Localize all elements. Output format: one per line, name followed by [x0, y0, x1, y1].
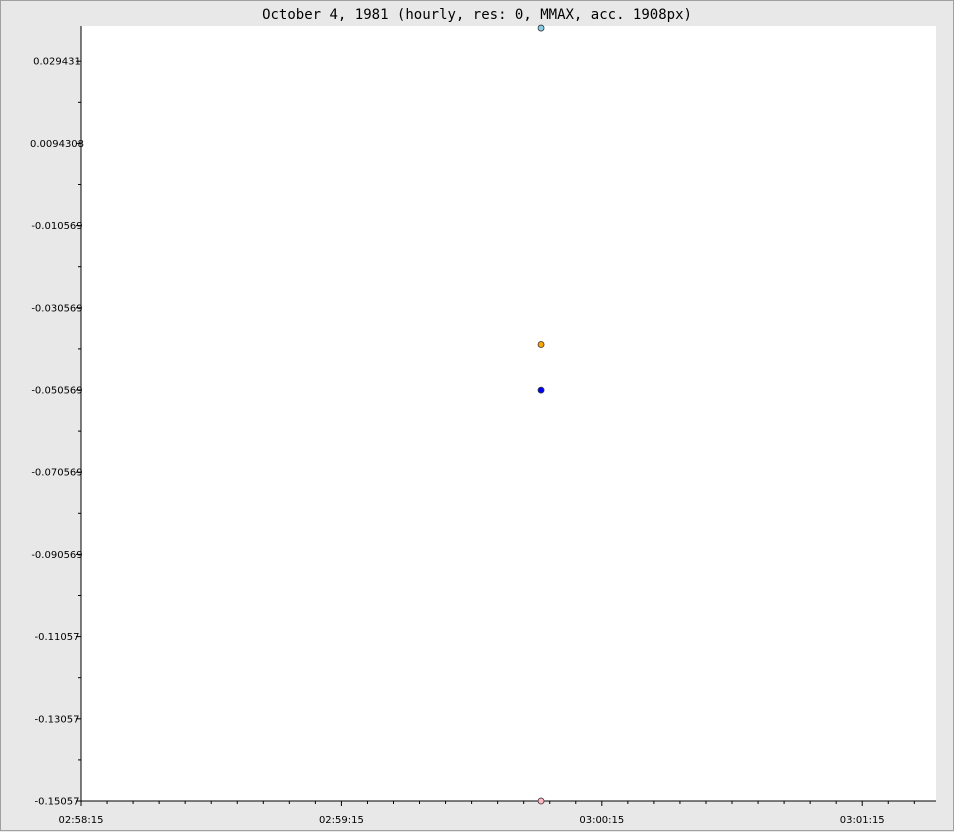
y-tick-label: -0.13057	[35, 714, 80, 725]
y-tick-label: -0.11057	[35, 632, 80, 643]
data-point	[537, 797, 545, 805]
data-point	[537, 24, 545, 32]
y-tick-label: -0.090569	[31, 550, 82, 561]
plot-area	[81, 26, 936, 801]
x-tick-label: 03:00:15	[579, 815, 624, 826]
y-tick-label: 0.0094308	[30, 139, 84, 150]
x-tick-label: 03:01:15	[840, 815, 885, 826]
data-points	[537, 24, 545, 805]
y-axis: 0.029431 0.0094308 -0.010569 -0.030569 -0.05…	[30, 26, 84, 808]
y-tick-label: 0.029431	[33, 57, 81, 68]
y-tick-label: -0.010569	[31, 221, 82, 232]
data-point	[537, 341, 545, 348]
x-tick-label: 02:59:15	[319, 815, 364, 826]
x-axis: 02:58:15 02:59:15 03:00:15 03:01:15	[59, 800, 936, 826]
y-tick-label: -0.050569	[31, 386, 82, 397]
y-tick-label: -0.030569	[31, 303, 82, 314]
chart-title: October 4, 1981 (hourly, res: 0, MMAX, a…	[262, 7, 692, 23]
x-tick-label: 02:58:15	[59, 815, 104, 826]
data-point	[537, 386, 545, 394]
y-tick-label: -0.15057	[35, 797, 80, 808]
y-tick-label: -0.070569	[31, 468, 82, 479]
